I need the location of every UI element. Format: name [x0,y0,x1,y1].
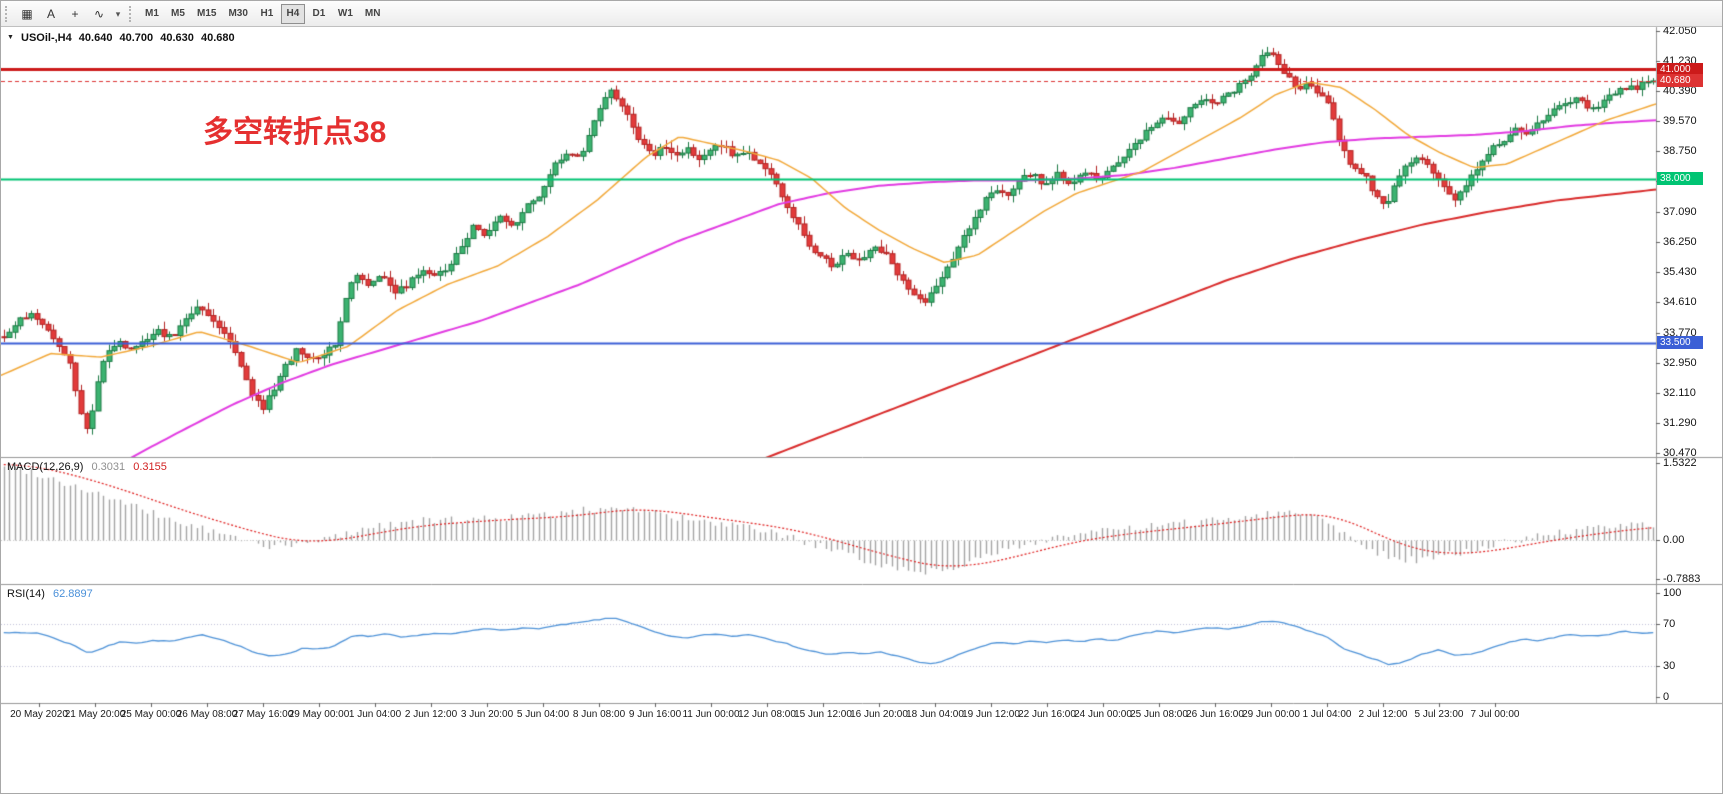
timeframe-m5[interactable]: M5 [166,4,190,24]
timeframe-w1[interactable]: W1 [333,4,358,24]
timeframe-h1[interactable]: H1 [255,4,279,24]
toolbar-grip-2[interactable] [129,5,134,22]
indicators-icon[interactable]: ∿ [88,4,110,24]
charts-grid-icon[interactable]: ▦ [16,4,38,24]
toolbar: ▦ A + ∿ ▾ M1 M5 M15 M30 H1 H4 D1 W1 MN [1,1,1722,27]
crosshair-icon[interactable]: + [64,4,86,24]
toolbar-icon-group: ▦ A + ∿ ▾ [15,4,125,24]
text-label-icon[interactable]: A [40,4,62,24]
timeframe-mn[interactable]: MN [360,4,386,24]
timeframe-h4[interactable]: H4 [280,3,305,24]
timeframe-m15[interactable]: M15 [192,4,221,24]
toolbar-grip[interactable] [5,5,10,22]
timeframe-d1[interactable]: D1 [307,4,331,24]
dropdown-arrow-icon[interactable]: ▾ [112,4,124,24]
timeframe-m1[interactable]: M1 [140,4,164,24]
timeframe-m30[interactable]: M30 [223,4,252,24]
timeframe-button-group: M1 M5 M15 M30 H1 H4 D1 W1 MN [139,3,386,24]
